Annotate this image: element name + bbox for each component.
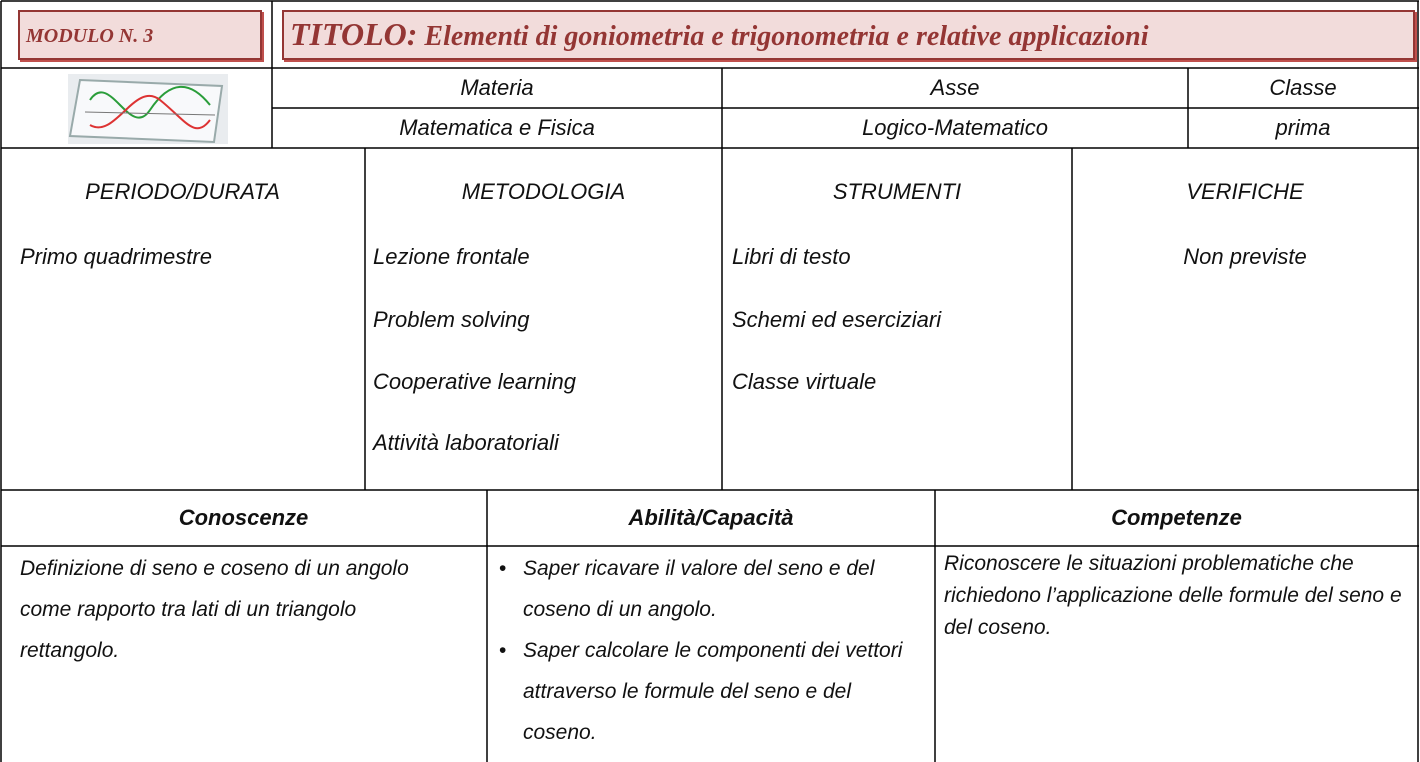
outcome-header: Conoscenze xyxy=(178,505,309,530)
info-value: Logico-Matematico xyxy=(862,115,1048,140)
abilita-list: Saper ricavare il valore del seno e del … xyxy=(499,548,929,753)
title-box: TITOLO: Elementi di goniometria e trigon… xyxy=(282,10,1415,60)
planning-item: Libri di testo xyxy=(732,244,851,269)
planning-item: Problem solving xyxy=(373,307,530,332)
tablet-image xyxy=(68,74,228,144)
planning-item: Lezione frontale xyxy=(373,244,530,269)
info-header: Classe xyxy=(1269,75,1337,100)
planning-item: Classe virtuale xyxy=(732,369,877,394)
planning-header: VERIFICHE xyxy=(1186,179,1304,204)
planning-header: METODOLOGIA xyxy=(461,179,626,204)
planning-item: Schemi ed eserciziari xyxy=(732,307,942,332)
info-value: prima xyxy=(1275,115,1331,140)
title: Elementi di goniometria e trigonometria … xyxy=(424,21,1149,52)
info-header: Asse xyxy=(930,75,980,100)
module-box: MODULO N. 3 xyxy=(18,10,262,60)
planning-item: Primo quadrimestre xyxy=(20,244,212,269)
conoscenze-text: Definizione di seno e coseno di un angol… xyxy=(20,557,409,662)
title-prefix: TITOLO: xyxy=(290,16,418,52)
planning-item: Cooperative learning xyxy=(373,369,577,394)
planning-item: Non previste xyxy=(1183,244,1307,269)
outcome-header: Competenze xyxy=(1111,505,1242,530)
abilita-item: Saper calcolare le componenti dei vettor… xyxy=(499,630,929,753)
planning-header: STRUMENTI xyxy=(832,179,962,204)
planning-item: Attività laboratoriali xyxy=(373,430,559,455)
competenze-text: Riconoscere le situazioni problematiche … xyxy=(944,552,1402,639)
title-text: TITOLO: Elementi di goniometria e trigon… xyxy=(290,14,1148,57)
abilita-item: Saper ricavare il valore del seno e del … xyxy=(499,548,929,630)
info-header: Materia xyxy=(460,75,534,100)
info-value: Matematica e Fisica xyxy=(399,115,595,140)
module-label: MODULO N. 3 xyxy=(26,25,154,47)
planning-header: PERIODO/DURATA xyxy=(85,179,280,204)
outcome-header: Abilità/Capacità xyxy=(628,505,794,530)
